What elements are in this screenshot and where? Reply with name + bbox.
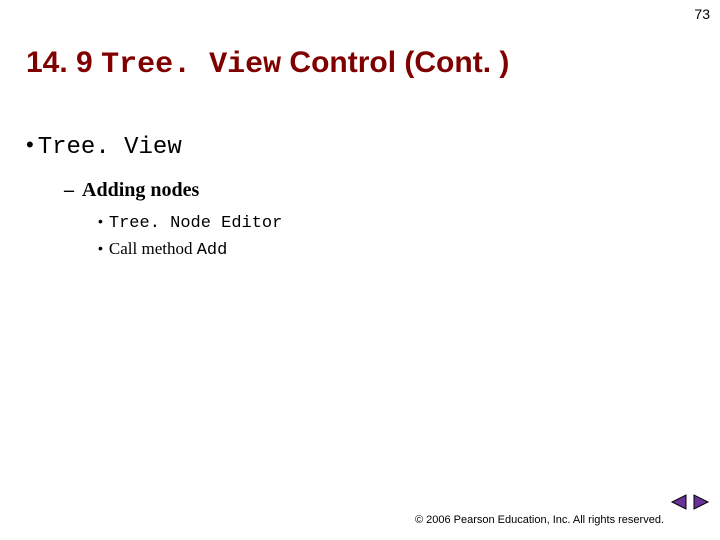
bullet-level3b-mono: Add bbox=[197, 241, 228, 260]
title-section-number: 14. 9 bbox=[26, 46, 101, 79]
title-mono: Tree. View bbox=[101, 48, 281, 82]
bullet-char: • bbox=[98, 213, 109, 229]
prev-slide-button[interactable] bbox=[670, 494, 688, 510]
dash-char: – bbox=[64, 179, 82, 201]
page-number: 73 bbox=[694, 6, 710, 22]
bullet-level3b-serif: Call method bbox=[109, 239, 197, 258]
triangle-left-icon bbox=[670, 494, 688, 510]
bullet-level3a-text: Tree. Node Editor bbox=[109, 214, 282, 233]
copyright-footer: © 2006 Pearson Education, Inc. All right… bbox=[415, 514, 664, 526]
bullet-char: • bbox=[26, 132, 38, 157]
bullet-level2: –Adding nodes bbox=[64, 179, 694, 202]
bullet-level3-a: •Tree. Node Editor bbox=[98, 212, 694, 233]
title-suffix: Control (Cont. ) bbox=[281, 46, 509, 79]
triangle-right-icon bbox=[692, 494, 710, 510]
bullet-level1: •Tree. View bbox=[26, 132, 694, 161]
slide-title: 14. 9 Tree. View Control (Cont. ) bbox=[26, 46, 509, 82]
nav-buttons bbox=[670, 494, 710, 510]
next-slide-button[interactable] bbox=[692, 494, 710, 510]
content-area: •Tree. View –Adding nodes •Tree. Node Ed… bbox=[26, 132, 694, 266]
bullet-level2-text: Adding nodes bbox=[82, 179, 199, 201]
bullet-level1-text: Tree. View bbox=[38, 134, 182, 161]
bullet-char: • bbox=[98, 240, 109, 256]
bullet-level3-b: •Call method Add bbox=[98, 239, 694, 260]
